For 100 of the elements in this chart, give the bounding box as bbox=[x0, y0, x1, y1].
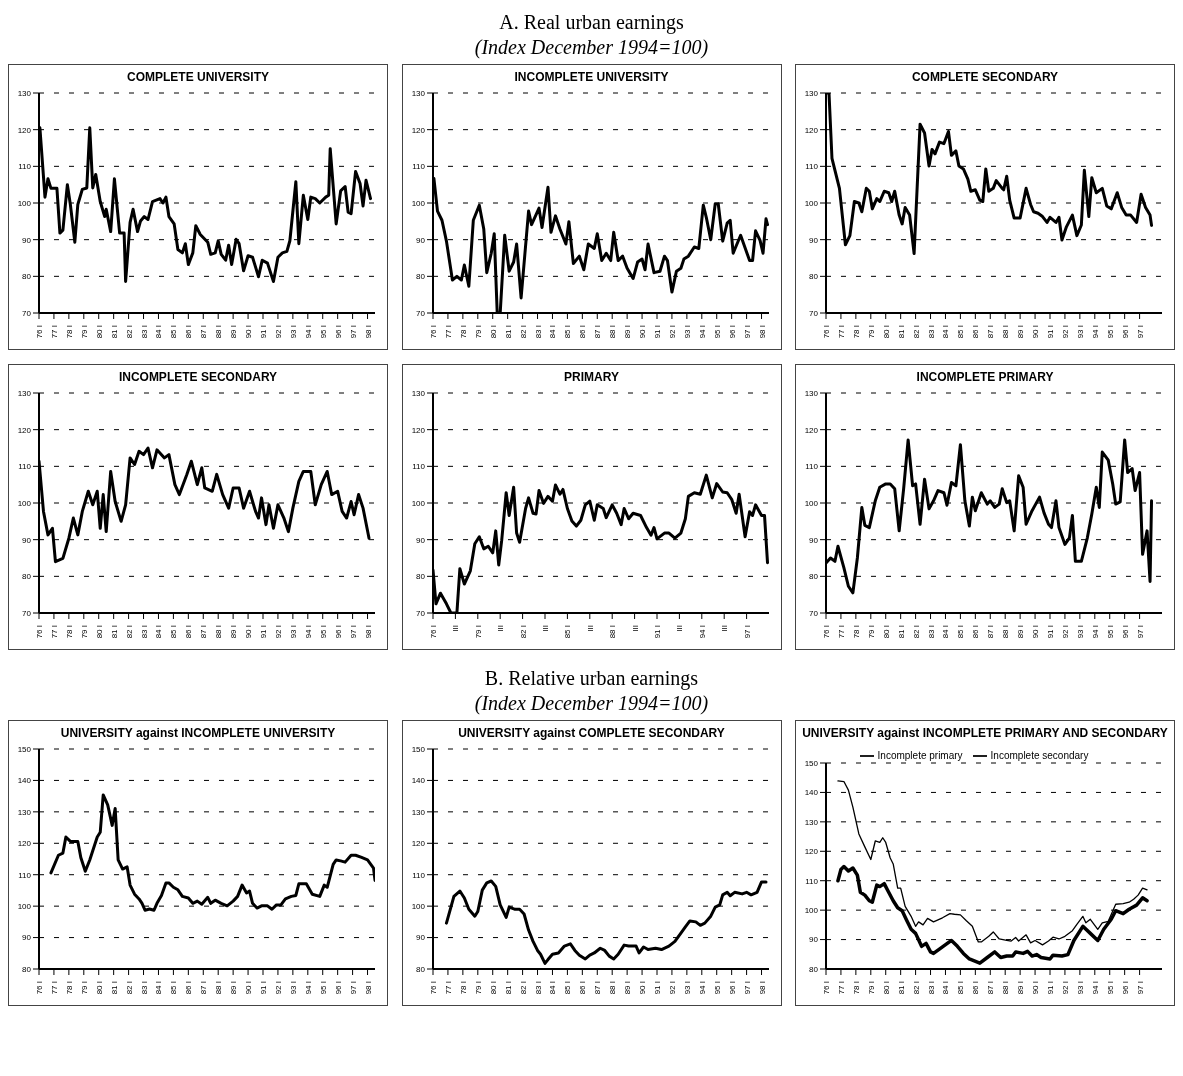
x-tick-label: 88 I bbox=[607, 981, 617, 995]
x-tick-label: 81 I bbox=[503, 981, 513, 995]
x-tick-label: 93 I bbox=[1075, 625, 1085, 639]
y-tick-label: 100 bbox=[804, 198, 819, 208]
text: A. Real urban earnings bbox=[498, 10, 685, 35]
y-tick-label: 90 bbox=[809, 235, 819, 245]
y-tick-label: 110 bbox=[18, 462, 32, 472]
x-tick-label: 79 I bbox=[79, 325, 89, 339]
y-tick-label: 100 bbox=[17, 198, 32, 208]
x-tick-label: 94 I bbox=[303, 625, 313, 639]
y-tick-label: 80 bbox=[22, 964, 32, 974]
x-tick-label: 89 I bbox=[1016, 981, 1026, 995]
x-tick-label: 79 I bbox=[79, 981, 89, 995]
y-tick-label: 140 bbox=[17, 776, 32, 786]
x-tick-label: 92 I bbox=[1060, 981, 1070, 995]
x-tick-label: 92 I bbox=[273, 625, 283, 639]
x-tick-label: 94 I bbox=[1090, 981, 1100, 995]
chart-title: INCOMPLETE PRIMARY bbox=[915, 369, 1055, 386]
y-tick-label: 140 bbox=[804, 788, 819, 798]
x-tick-label: 83 I bbox=[926, 325, 936, 339]
y-tick-label: 130 bbox=[804, 817, 819, 827]
y-tick-label: 80 bbox=[415, 964, 426, 974]
x-tick-label: 80 I bbox=[881, 325, 891, 339]
y-tick-label: 110 bbox=[18, 162, 32, 172]
y-tick-label: 120 bbox=[17, 425, 32, 435]
x-tick-label: 88 I bbox=[214, 325, 224, 339]
y-tick-label: 80 bbox=[415, 272, 426, 282]
x-tick-label: 81 I bbox=[896, 625, 906, 639]
y-tick-label: 110 bbox=[805, 876, 819, 886]
x-tick-label: 88 I bbox=[607, 325, 617, 339]
x-tick-label: 80 I bbox=[881, 625, 891, 639]
x-tick-label: 81 I bbox=[109, 325, 119, 339]
x-tick-label: 90 I bbox=[1031, 625, 1041, 639]
x-tick-label: 83 I bbox=[139, 625, 149, 639]
x-tick-label: 89 I bbox=[229, 325, 239, 339]
x-tick-label: 81 I bbox=[896, 325, 906, 339]
x-tick-label: 92 I bbox=[273, 325, 283, 339]
x-tick-label: 91 I bbox=[259, 625, 268, 639]
y-tick-label: 90 bbox=[22, 933, 32, 943]
x-tick-label: 76 I bbox=[822, 625, 831, 639]
x-tick-label: 85 I bbox=[956, 981, 966, 995]
legend-label: Incomplete secondary bbox=[990, 749, 1089, 761]
x-tick-label: 76 I bbox=[35, 325, 44, 339]
x-tick-label: 86 I bbox=[971, 325, 981, 339]
x-tick-label: 95 I bbox=[318, 325, 328, 339]
x-tick-label: 92 I bbox=[1060, 625, 1070, 639]
x-tick-label: 89 I bbox=[622, 325, 632, 339]
x-tick-label: 91 I bbox=[259, 981, 268, 995]
y-tick-label: 130 bbox=[411, 807, 426, 817]
x-tick-label: 79 I bbox=[866, 625, 876, 639]
legend-label: Incomplete primary bbox=[877, 749, 963, 761]
x-tick-label: 97 I bbox=[1135, 325, 1145, 339]
x-tick-label: 96 I bbox=[727, 325, 737, 339]
text: B. Relative urban earnings bbox=[483, 666, 700, 691]
y-tick-label: 140 bbox=[411, 776, 426, 786]
x-tick-label: 79 I bbox=[473, 625, 483, 639]
y-tick-label: 100 bbox=[804, 498, 819, 508]
x-tick-label: 90 I bbox=[244, 325, 254, 339]
x-tick-label: 86 I bbox=[184, 625, 194, 639]
x-tick-label: 82 I bbox=[518, 625, 528, 639]
y-tick-label: 80 bbox=[415, 572, 426, 582]
x-tick-label: 82 I bbox=[124, 981, 134, 995]
x-tick-label: 84 I bbox=[154, 981, 164, 995]
x-tick-label: 93 I bbox=[682, 981, 692, 995]
y-tick-label: 100 bbox=[17, 901, 32, 911]
x-tick-label: 76 I bbox=[428, 981, 438, 995]
x-tick-label: 83 I bbox=[926, 625, 936, 639]
x-tick-label: 79 I bbox=[866, 981, 876, 995]
x-tick-label: 80 I bbox=[881, 981, 891, 995]
x-tick-label: 93 I bbox=[1075, 981, 1085, 995]
x-tick-label: 84 I bbox=[941, 625, 951, 639]
x-tick-label: 80 I bbox=[488, 325, 498, 339]
x-tick-label: 97 I bbox=[1135, 625, 1145, 639]
y-tick-label: 100 bbox=[17, 498, 32, 508]
x-tick-label: 86 I bbox=[184, 325, 194, 339]
y-tick-label: 120 bbox=[411, 425, 426, 435]
x-tick-label: 92 I bbox=[667, 981, 677, 995]
x-tick-label: 78 I bbox=[851, 981, 861, 995]
x-tick-label: 78 I bbox=[64, 625, 74, 639]
x-tick-label: 94 I bbox=[697, 325, 707, 339]
y-tick-label: 70 bbox=[22, 608, 32, 618]
x-tick-label: 86 I bbox=[577, 981, 587, 995]
x-tick-label: 85 I bbox=[169, 981, 179, 995]
chart-title: COMPLETE UNIVERSITY bbox=[126, 69, 270, 86]
x-tick-label: 78 I bbox=[458, 981, 468, 995]
x-tick-label: III bbox=[585, 625, 595, 632]
y-tick-label: 110 bbox=[411, 462, 426, 472]
x-tick-label: 89 I bbox=[229, 981, 239, 995]
y-tick-label: 120 bbox=[17, 125, 32, 135]
x-tick-label: 85 I bbox=[169, 325, 179, 339]
x-tick-label: 91 I bbox=[652, 981, 662, 995]
x-tick-label: 76 I bbox=[428, 625, 438, 639]
x-tick-label: 95 I bbox=[318, 981, 328, 995]
x-tick-label: 84 I bbox=[547, 981, 557, 995]
x-tick-label: 86 I bbox=[971, 625, 981, 639]
x-tick-label: 81 I bbox=[109, 625, 119, 639]
x-tick-label: III bbox=[495, 625, 505, 632]
x-tick-label: 93 I bbox=[288, 325, 298, 339]
y-tick-label: 150 bbox=[804, 758, 819, 768]
x-tick-label: 80 I bbox=[488, 981, 498, 995]
